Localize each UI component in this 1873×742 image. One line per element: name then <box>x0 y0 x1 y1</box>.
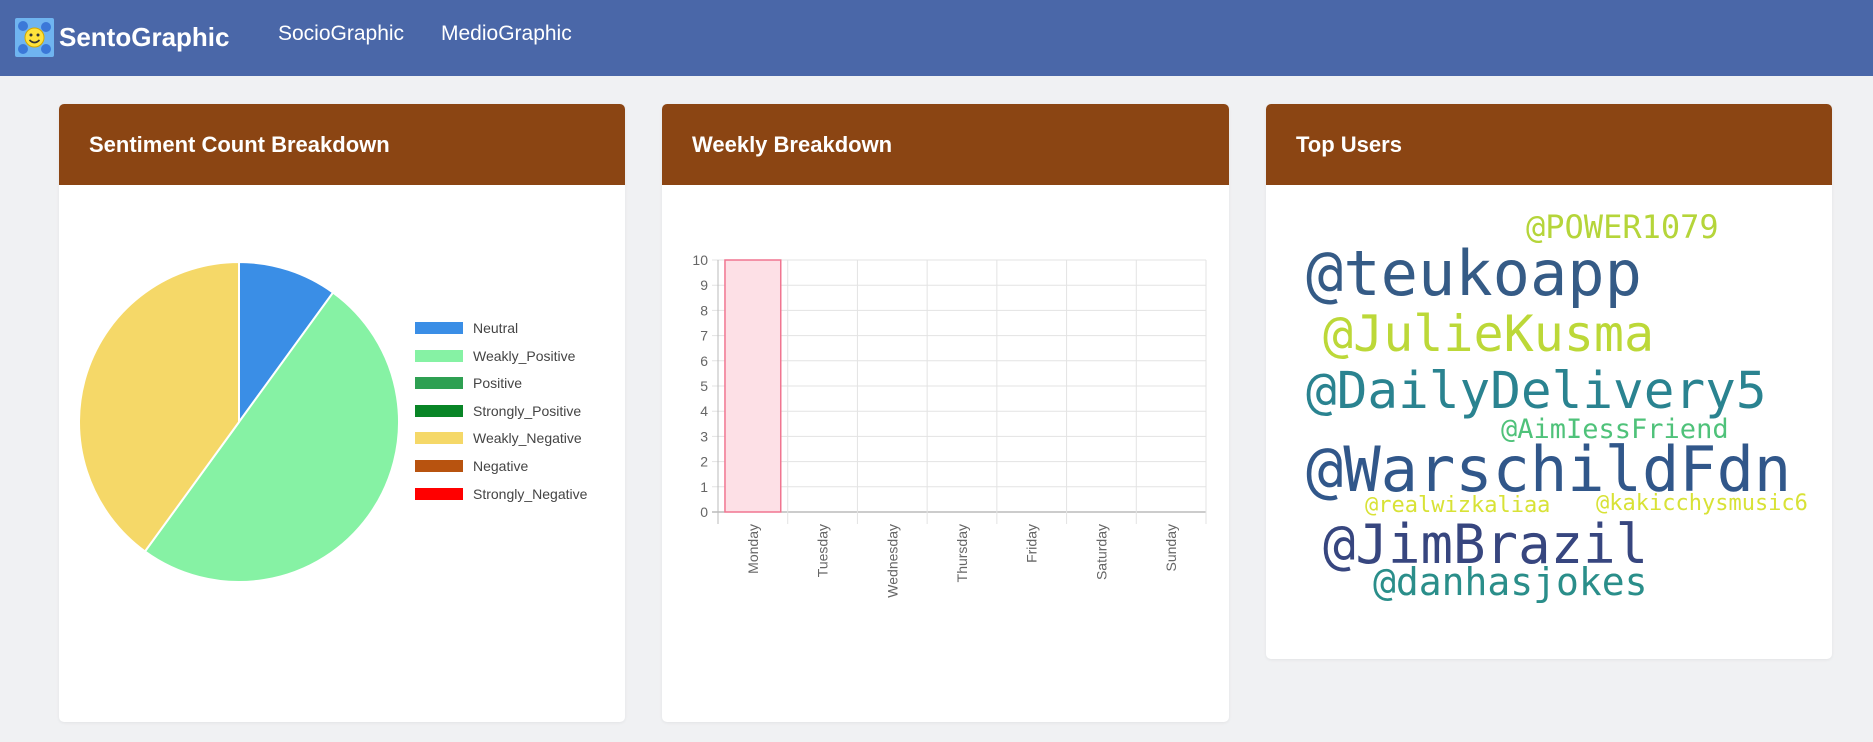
pie-slice-neutral[interactable] <box>238 260 335 426</box>
legend-swatch <box>415 432 463 445</box>
x-tick-label: Wednesday <box>884 524 900 598</box>
legend-swatch <box>415 460 463 472</box>
x-tick-label: Friday <box>1024 524 1040 563</box>
legend-label: Neutral <box>473 320 519 336</box>
sentiment-chart-area: Neutral Weakly_Positive Positive Strongly_P… <box>59 185 625 722</box>
y-tick-label: 3 <box>700 428 708 444</box>
wordcloud-word: @kakicchysmusic6 <box>1596 491 1808 516</box>
wordcloud-word: @WarschildFdn <box>1306 433 1791 506</box>
weekly-card: Weekly Breakdown 0 1 2 3 4 5 6 7 8 9 10 Monday Tuesd… <box>662 104 1229 722</box>
legend-item[interactable]: Negative <box>415 458 528 474</box>
y-tick-label: 8 <box>700 302 708 318</box>
brand-name: SentoGraphic <box>59 21 230 52</box>
weekly-chart-area: 0 1 2 3 4 5 6 7 8 9 10 Monday Tuesday Wednesday Thursd… <box>662 185 1229 722</box>
weekly-bar-chart: 0 1 2 3 4 5 6 7 8 9 10 Monday Tuesday Wednesday Thursd… <box>692 252 1207 598</box>
wordcloud-word: @POWER1079 <box>1526 208 1719 246</box>
wordcloud-word: @realwizkaliaa <box>1365 493 1550 518</box>
legend-swatch <box>415 349 463 362</box>
y-tick-label: 6 <box>700 353 708 369</box>
wordcloud-word: @teukoapp <box>1306 237 1642 310</box>
wordcloud-word: @JimBrazil <box>1323 513 1648 576</box>
y-tick-label: 10 <box>692 252 708 268</box>
nav-link-mediographic[interactable]: MedioGraphic <box>441 22 572 45</box>
y-tick-label: 9 <box>700 277 708 293</box>
wordcloud-word: @JulieKusma <box>1323 305 1654 363</box>
top-users-wordcloud: @POWER1079 @teukoapp @JulieKusma @DailyD… <box>1306 208 1808 604</box>
bar-monday[interactable] <box>724 259 782 513</box>
y-tick-label: 5 <box>700 378 708 394</box>
y-tick-label: 1 <box>700 479 708 495</box>
legend-item[interactable]: Strongly_Positive <box>415 403 581 419</box>
y-tick-label: 4 <box>700 403 708 419</box>
x-tick-label: Monday <box>745 524 761 574</box>
legend-swatch <box>415 377 463 390</box>
sentiment-card-header: Sentiment Count Breakdown <box>59 104 625 185</box>
wordcloud-word: @DailyDelivery5 <box>1306 362 1767 421</box>
legend-swatch <box>415 404 463 417</box>
y-tick-label: 0 <box>700 504 708 520</box>
pie-slice-weakly-negative[interactable] <box>78 260 240 553</box>
y-tick-label: 2 <box>700 454 708 470</box>
top-users-card-title: Top Users <box>1296 131 1402 157</box>
brand-logo-icon <box>15 17 54 57</box>
weekly-card-header: Weekly Breakdown <box>662 104 1229 185</box>
legend-swatch <box>415 487 463 500</box>
legend-label: Strongly_Negative <box>473 485 588 502</box>
legend-label: Weakly_Negative <box>473 430 582 447</box>
legend-item[interactable]: Weakly_Negative <box>415 430 582 446</box>
brand-link[interactable]: SentoGraphic <box>15 17 230 57</box>
sentiment-card: Sentiment Count Breakdown Neutral Weakly_… <box>59 104 625 722</box>
y-tick-label: 7 <box>700 328 708 344</box>
legend-label: Strongly_Positive <box>473 402 582 419</box>
x-tick-label: Saturday <box>1093 524 1109 580</box>
sentiment-card-title: Sentiment Count Breakdown <box>89 131 390 157</box>
wordcloud-word: @danhasjokes <box>1373 560 1648 604</box>
nav-link-sociographic[interactable]: SocioGraphic <box>278 22 405 45</box>
x-tick-label: Tuesday <box>815 524 831 577</box>
top-users-card: Top Users @POWER1079 @teukoapp @JulieKus… <box>1266 104 1832 659</box>
sentiment-pie-chart <box>78 260 399 583</box>
x-tick-label: Thursday <box>954 524 970 582</box>
legend-item[interactable]: Neutral <box>415 320 518 336</box>
legend-label: Positive <box>473 375 523 392</box>
legend-item[interactable]: Strongly_Negative <box>415 486 587 502</box>
legend-swatch <box>415 322 463 334</box>
top-users-card-header: Top Users <box>1266 104 1832 185</box>
legend-label: Weakly_Positive <box>473 347 576 364</box>
wordcloud-word: @AimIessFriend <box>1501 414 1729 445</box>
pie-slice-weakly-positive[interactable] <box>143 291 399 583</box>
legend-label: Negative <box>473 458 529 474</box>
legend-item[interactable]: Positive <box>415 375 522 391</box>
top-navbar: SentoGraphic SocioGraphic MedioGraphic <box>0 0 1873 76</box>
weekly-card-title: Weekly Breakdown <box>692 131 893 157</box>
legend-item[interactable]: Weakly_Positive <box>415 348 575 364</box>
x-tick-label: Sunday <box>1163 524 1179 571</box>
